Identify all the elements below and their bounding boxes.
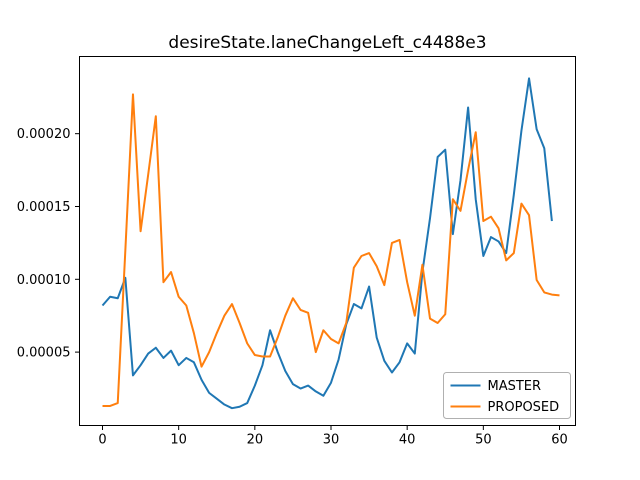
- legend: MASTER PROPOSED: [443, 372, 571, 419]
- axes-spines: [79, 56, 576, 426]
- x-tick-label: 60: [551, 433, 568, 448]
- x-tick-label: 0: [98, 433, 106, 448]
- legend-label-master: MASTER: [488, 379, 542, 394]
- y-tick-label: 0.00015: [17, 200, 71, 215]
- y-tick-label: 0.00020: [17, 127, 71, 142]
- chart-title: desireState.laneChangeLeft_c4488e3: [168, 33, 486, 53]
- legend-label-proposed: PROPOSED: [488, 400, 560, 415]
- y-tick-label: 0.00010: [17, 273, 71, 288]
- series-line-master: [101, 77, 553, 410]
- series-line-proposed: [102, 93, 560, 407]
- y-tick-label: 0.00005: [17, 346, 71, 361]
- x-tick-label: 10: [170, 433, 187, 448]
- x-tick-label: 40: [399, 433, 416, 448]
- x-tick-label: 50: [475, 433, 492, 448]
- x-tick-label: 20: [247, 433, 264, 448]
- x-tick-label: 30: [323, 433, 340, 448]
